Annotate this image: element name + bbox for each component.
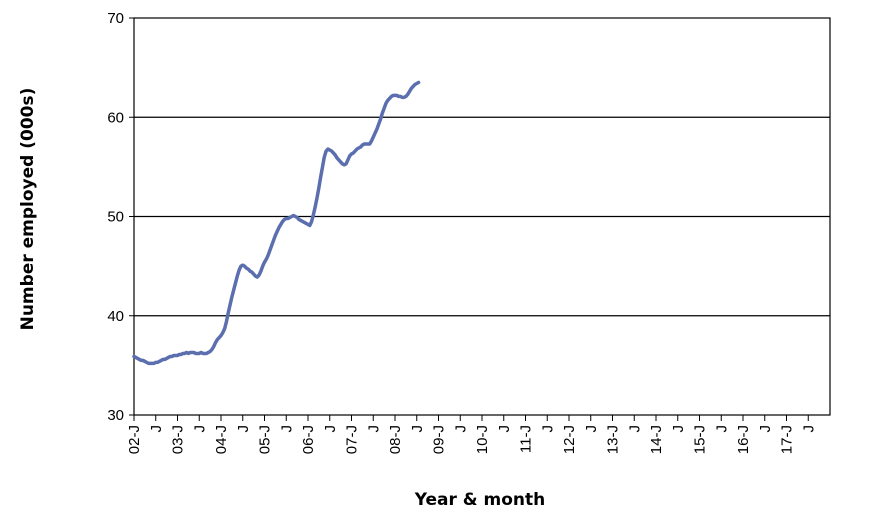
x-axis-ticks: 02-J J 03-J J 04-J J 05-J J 06-J J 07-J J 08-J J 09-J J… — [126, 415, 817, 454]
x-tick-label: 08-J — [387, 425, 404, 454]
y-tick-label: 70 — [107, 10, 124, 27]
y-tick-label: 50 — [107, 209, 124, 226]
x-tick-label: 14-J — [648, 425, 665, 454]
x-tick-label: 16-J — [735, 425, 752, 454]
x-tick-label: 15-J — [692, 425, 709, 454]
x-tick-label: J — [365, 425, 382, 433]
x-tick-label: J — [191, 425, 208, 433]
x-tick-label: 03-J — [170, 425, 187, 454]
x-tick-label: J — [148, 425, 165, 433]
x-tick-label: 05-J — [257, 425, 274, 454]
x-tick-label: 13-J — [605, 425, 622, 454]
x-tick-label: J — [278, 425, 295, 433]
x-tick-label: 11-J — [518, 425, 535, 453]
x-tick-label: 04-J — [213, 425, 230, 454]
x-tick-label: J — [757, 425, 774, 433]
x-tick-label: J — [713, 425, 730, 433]
y-tick-label: 60 — [107, 109, 124, 126]
x-tick-label: 12-J — [561, 425, 578, 454]
x-tick-label: J — [452, 425, 469, 433]
y-axis-ticks: 30 40 50 60 70 — [107, 10, 134, 424]
x-tick-label: 07-J — [344, 425, 361, 454]
x-axis-title: Year & month — [414, 490, 546, 510]
series-line-employment — [132, 80, 421, 366]
x-tick-label: J — [322, 425, 339, 433]
x-tick-label: 02-J — [126, 425, 143, 454]
gridlines — [134, 116, 830, 317]
x-tick-label: J — [670, 425, 687, 433]
x-tick-label: 17-J — [779, 425, 796, 454]
y-tick-label: 40 — [107, 308, 124, 325]
y-tick-label: 30 — [107, 407, 124, 424]
x-tick-label: J — [496, 425, 513, 433]
y-axis-title: Number employed (000s) — [18, 88, 38, 331]
x-tick-label: J — [583, 425, 600, 433]
x-tick-label: J — [800, 425, 817, 433]
x-tick-label: J — [539, 425, 556, 433]
x-tick-label: 10-J — [474, 425, 491, 454]
x-tick-label: 06-J — [300, 425, 317, 454]
x-tick-label: J — [626, 425, 643, 433]
x-tick-label: 09-J — [431, 425, 448, 454]
x-tick-label: J — [235, 425, 252, 433]
x-tick-label: J — [409, 425, 426, 433]
